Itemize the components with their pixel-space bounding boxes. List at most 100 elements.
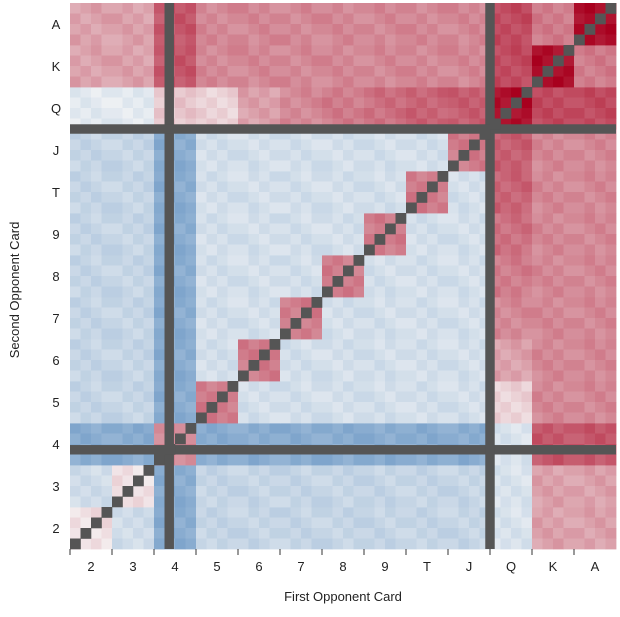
heatmap-cell (91, 150, 102, 161)
heatmap-cell (479, 244, 491, 256)
heatmap-cell (479, 412, 491, 424)
heatmap-cell (500, 129, 512, 140)
heatmap-cell (458, 360, 470, 371)
heatmap-cell (521, 150, 533, 161)
heatmap-cell (437, 3, 449, 14)
heatmap-cell (364, 3, 375, 14)
heatmap-cell (353, 171, 365, 182)
heatmap-cell (584, 45, 596, 56)
heatmap-cell (563, 349, 575, 361)
heatmap-cell (406, 192, 417, 203)
heatmap-cell (343, 244, 354, 256)
heatmap-cell (416, 213, 428, 224)
heatmap-cell (301, 171, 312, 182)
heatmap-cell (490, 244, 501, 256)
heatmap-cell (322, 486, 333, 497)
heatmap-cell (532, 486, 543, 497)
heatmap-cell (521, 213, 533, 224)
heatmap-cell (290, 391, 302, 403)
heatmap-cell (290, 465, 302, 476)
heatmap-cell (259, 234, 270, 245)
heatmap-cell (532, 381, 543, 392)
heatmap-cell (259, 433, 270, 445)
heatmap-cell (248, 13, 260, 25)
heatmap-cell (584, 76, 596, 88)
heatmap-cell (479, 181, 491, 193)
heatmap-cell (122, 66, 134, 77)
heatmap-cell (395, 87, 407, 98)
heatmap-cell (91, 97, 102, 109)
heatmap-cell (532, 276, 543, 287)
heatmap-cell (427, 202, 438, 214)
heatmap-cell (332, 213, 344, 224)
heatmap-cell (259, 402, 270, 413)
heatmap-cell (395, 55, 407, 67)
heatmap-cell (80, 454, 92, 466)
heatmap-cell (448, 465, 459, 476)
heatmap-cell (490, 412, 501, 424)
heatmap-cell (553, 66, 564, 77)
heatmap-cell (563, 255, 575, 266)
heatmap-cell (133, 307, 144, 319)
heatmap-cell (469, 192, 480, 203)
heatmap-cell (280, 475, 291, 487)
heatmap-cell (605, 528, 617, 539)
heatmap-cell (122, 433, 134, 445)
heatmap-cell (91, 328, 102, 340)
heatmap-cell (175, 171, 186, 182)
heatmap-cell (574, 433, 585, 445)
heatmap-cell (584, 213, 596, 224)
heatmap-cell (133, 370, 144, 382)
heatmap-cell (227, 181, 239, 193)
heatmap-cell (553, 192, 564, 203)
heatmap-cell (227, 517, 239, 529)
heatmap-cell (322, 433, 333, 445)
heatmap-cell (70, 360, 81, 371)
heatmap-cell (238, 486, 249, 497)
heatmap-cell (605, 234, 617, 245)
heatmap-cell (553, 475, 564, 487)
heatmap-cell (584, 360, 596, 371)
heatmap-cell (206, 360, 218, 371)
heatmap-cell (595, 328, 606, 340)
heatmap-cell (500, 3, 512, 14)
heatmap-cell (553, 402, 564, 413)
heatmap-cell (511, 24, 522, 35)
heatmap-cell (332, 192, 344, 203)
heatmap-cell (584, 339, 596, 350)
heatmap-cell (280, 76, 291, 88)
heatmap-cell (133, 66, 144, 77)
heatmap-cell (280, 160, 291, 172)
heatmap-cell (406, 391, 417, 403)
heatmap-cell (553, 255, 564, 266)
heatmap-cell (605, 213, 617, 224)
heatmap-cell (479, 87, 491, 98)
heatmap-cell (353, 433, 365, 445)
heatmap-cell (395, 454, 407, 466)
heatmap-cell (227, 339, 239, 350)
heatmap-cell (437, 223, 449, 235)
heatmap-cell (217, 55, 228, 67)
heatmap-cell (322, 108, 333, 119)
heatmap-cell (238, 55, 249, 67)
heatmap-cell (605, 297, 617, 308)
heatmap-cell (175, 265, 186, 277)
heatmap-cell (595, 129, 606, 140)
heatmap-cell (416, 307, 428, 319)
heatmap-cell (437, 234, 449, 245)
heatmap-cell (427, 66, 438, 77)
heatmap-cell (238, 465, 249, 476)
heatmap-cell (154, 234, 165, 245)
heatmap-cell (574, 475, 585, 487)
heatmap-cell (574, 286, 585, 298)
heatmap-cell (458, 24, 470, 35)
heatmap-cell (448, 538, 459, 550)
heatmap-cell (206, 118, 218, 130)
heatmap-cell (385, 496, 396, 508)
heatmap-cell (101, 108, 113, 119)
heatmap-cell (353, 528, 365, 539)
heatmap-cell (500, 538, 512, 550)
heatmap-cell (332, 139, 344, 151)
heatmap-cell (154, 76, 165, 88)
heatmap-cell (122, 475, 134, 487)
